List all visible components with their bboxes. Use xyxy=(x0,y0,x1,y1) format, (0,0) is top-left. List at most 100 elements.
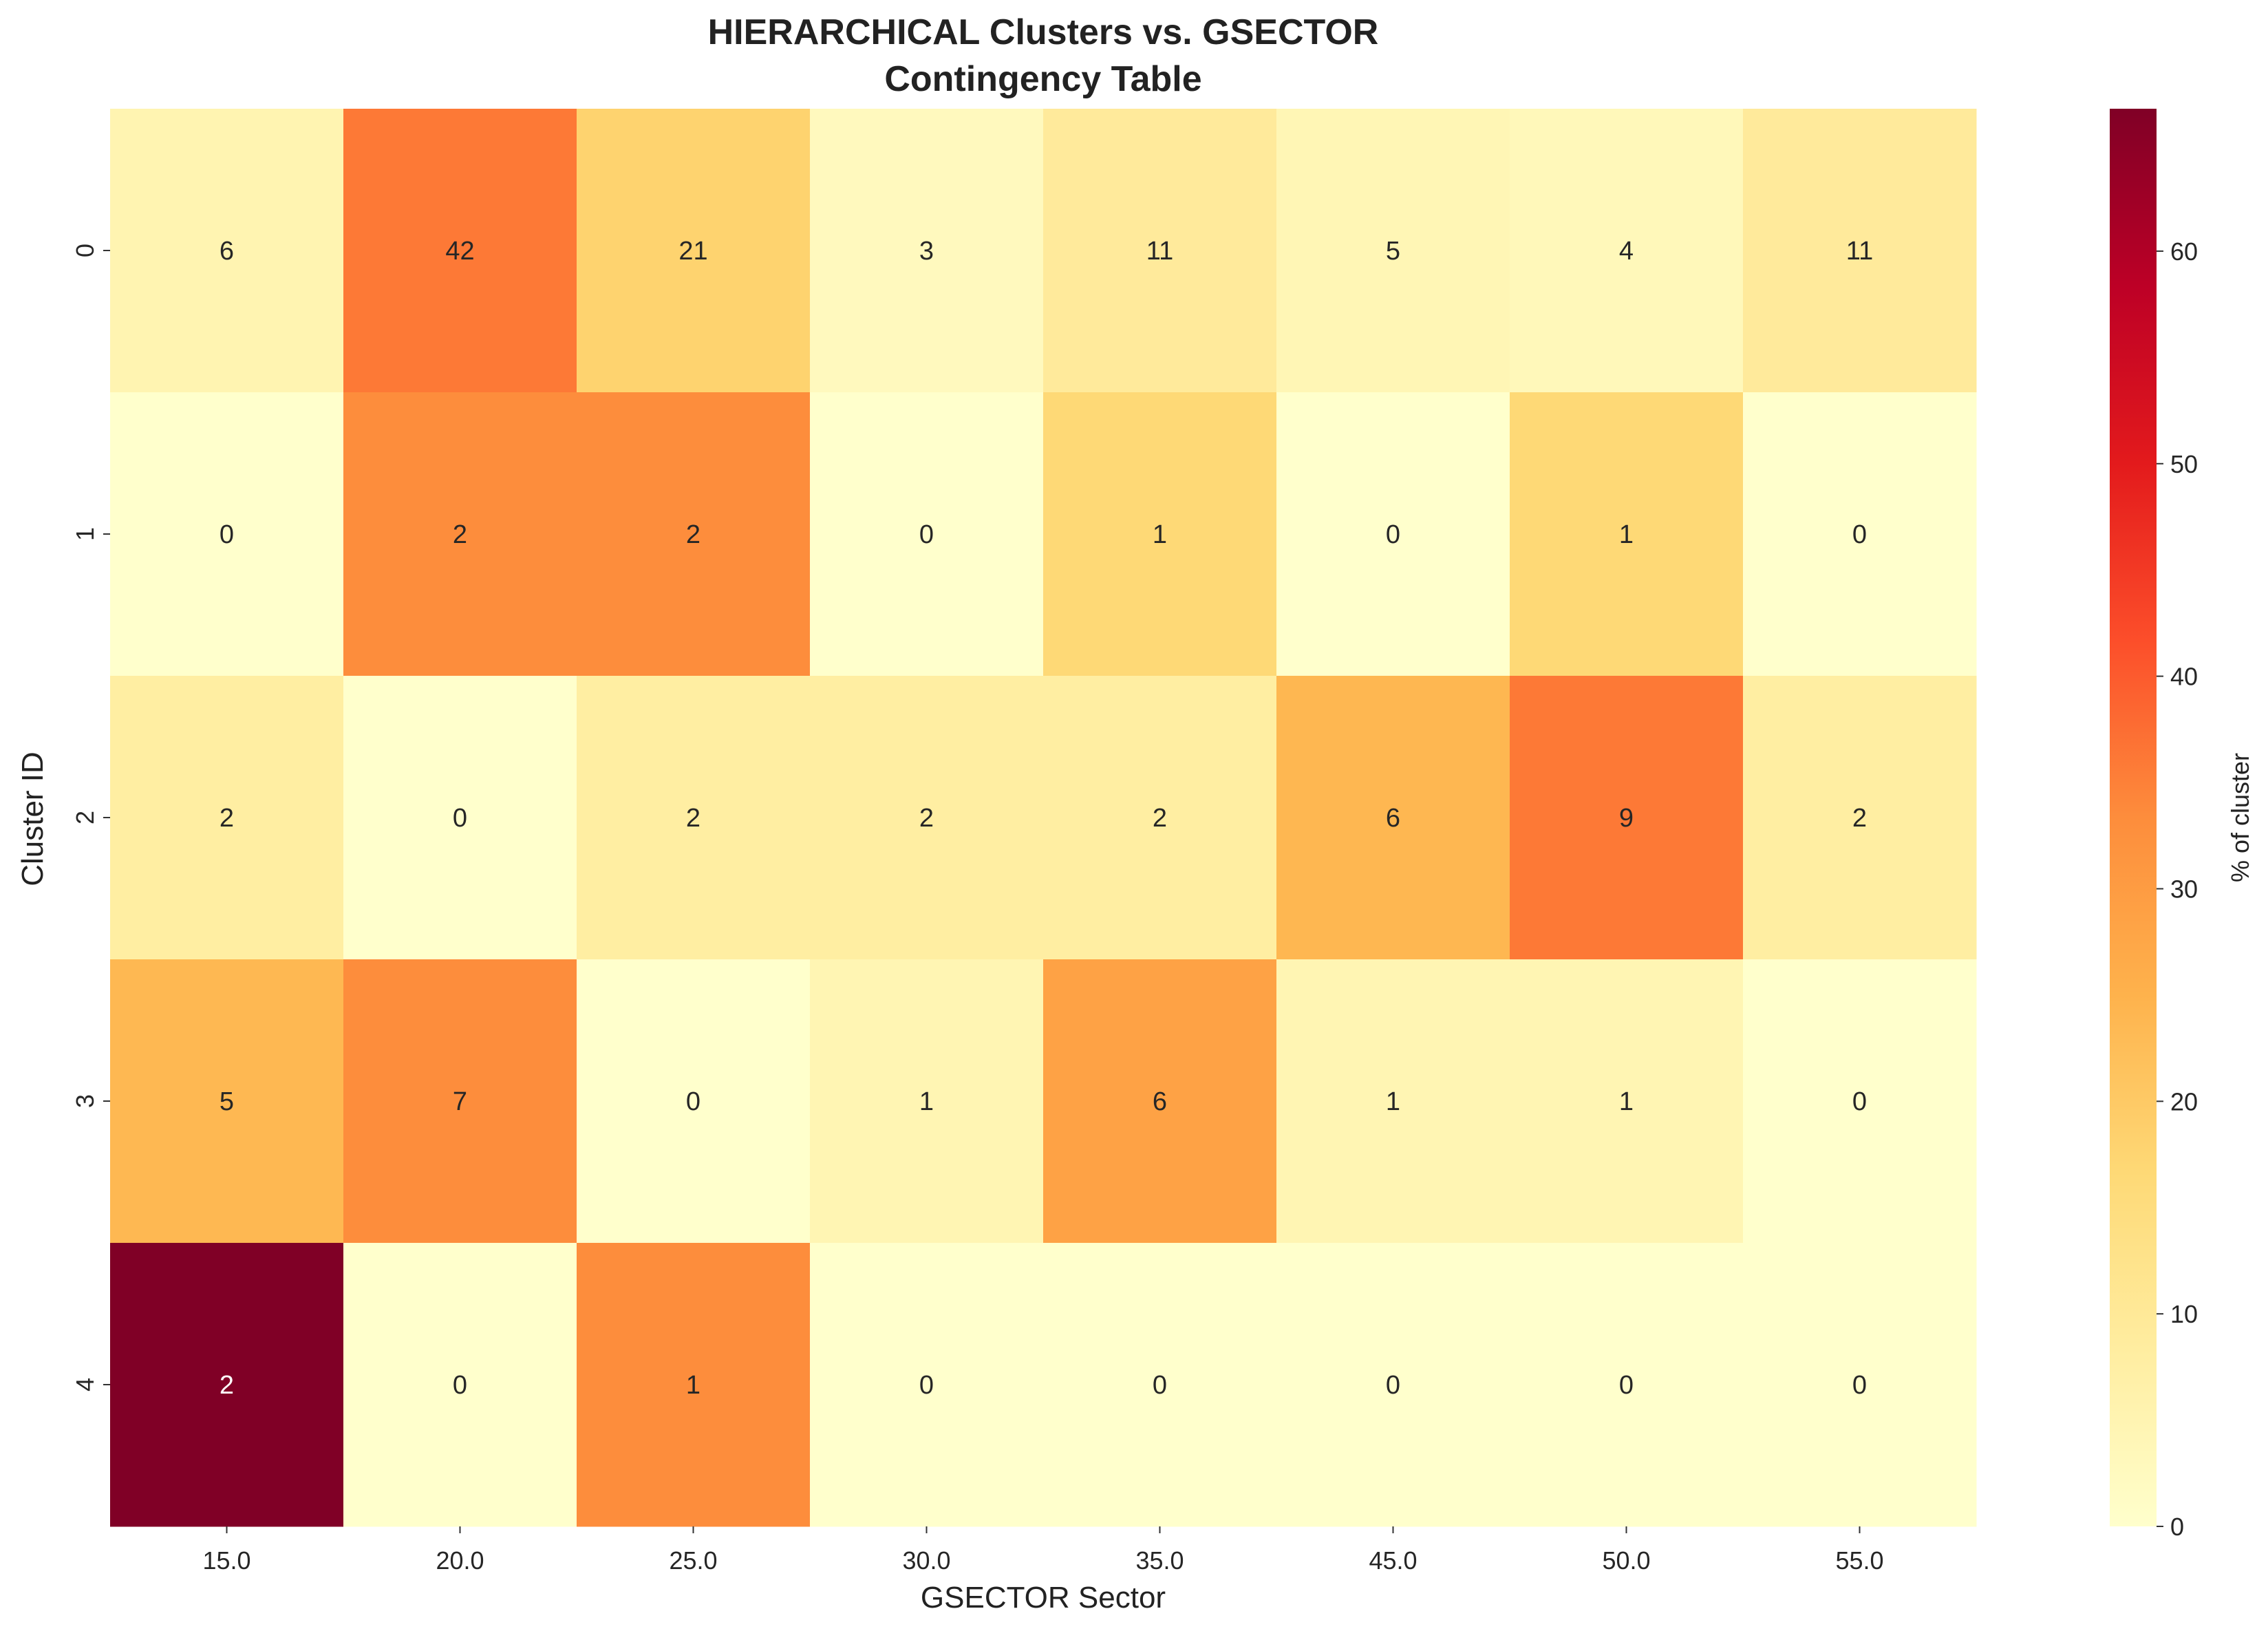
cell-annotation: 0 xyxy=(1153,1371,1167,1400)
y-tick-label: 2 xyxy=(71,811,99,824)
y-axis-ticks: 0 1 2 3 4 xyxy=(71,244,110,1392)
x-tick-label: 25.0 xyxy=(669,1546,717,1575)
heatmap-cell xyxy=(110,109,344,393)
heatmap-cell xyxy=(1510,959,1744,1244)
cell-annotation: 1 xyxy=(919,1087,934,1116)
heatmap-cell xyxy=(1510,1243,1744,1527)
heatmap-cell xyxy=(1743,109,1977,393)
heatmap-cell xyxy=(1276,1243,1510,1527)
cell-annotation: 2 xyxy=(220,804,234,833)
cell-annotation: 5 xyxy=(1386,237,1400,266)
heatmap-cells xyxy=(110,109,1977,1527)
cell-annotation: 0 xyxy=(1386,520,1400,549)
colorbar xyxy=(2110,109,2157,1526)
y-tick-label: 1 xyxy=(71,527,99,541)
heatmap-cell xyxy=(1743,959,1977,1244)
heatmap-cell xyxy=(577,392,811,676)
x-tick-label: 15.0 xyxy=(202,1546,250,1575)
heatmap-cell xyxy=(343,392,577,676)
cell-annotation: 2 xyxy=(919,804,934,833)
cell-annotation: 2 xyxy=(686,520,700,549)
cell-annotation: 0 xyxy=(1619,1371,1634,1400)
colorbar-ticks: 0 10 20 30 40 50 60 xyxy=(2157,237,2198,1541)
heatmap-cell xyxy=(1510,676,1744,960)
colorbar-tick-label: 40 xyxy=(2170,663,2198,691)
heatmap-cell xyxy=(1743,676,1977,960)
cell-annotation: 11 xyxy=(1146,237,1173,266)
x-tick-label: 45.0 xyxy=(1369,1546,1417,1575)
cell-annotation: 0 xyxy=(1852,520,1867,549)
heatmap-cell xyxy=(1743,392,1977,676)
x-tick-label: 35.0 xyxy=(1135,1546,1184,1575)
chart-subtitle: Contingency Table xyxy=(884,59,1201,99)
cell-annotation: 42 xyxy=(445,237,474,266)
cell-annotation: 0 xyxy=(1386,1371,1400,1400)
heatmap-cell xyxy=(1276,109,1510,393)
cell-annotation: 0 xyxy=(1852,1371,1867,1400)
cell-annotation: 5 xyxy=(220,1087,234,1116)
heatmap-cell xyxy=(110,959,344,1244)
cell-annotation: 11 xyxy=(1846,237,1873,266)
heatmap-cell xyxy=(1510,109,1744,393)
colorbar-tick-label: 0 xyxy=(2170,1513,2184,1541)
heatmap-cell xyxy=(810,109,1044,393)
heatmap-cell xyxy=(110,1243,344,1527)
x-tick-label: 20.0 xyxy=(436,1546,484,1575)
x-tick-label: 50.0 xyxy=(1602,1546,1650,1575)
cell-annotation: 2 xyxy=(686,804,700,833)
heatmap-cell xyxy=(1043,109,1277,393)
colorbar-label: % of cluster xyxy=(2226,753,2254,882)
heatmap-cell xyxy=(343,109,577,393)
cell-annotation: 0 xyxy=(686,1087,700,1116)
cell-annotation: 2 xyxy=(1153,804,1167,833)
heatmap-cell xyxy=(110,676,344,960)
colorbar-tick-label: 20 xyxy=(2170,1087,2198,1116)
y-axis-label: Cluster ID xyxy=(16,751,50,886)
cell-annotation: 3 xyxy=(919,237,934,266)
heatmap-cell xyxy=(577,109,811,393)
cell-annotation: 6 xyxy=(1153,1087,1167,1116)
heatmap-cell xyxy=(1276,959,1510,1244)
cell-annotation: 9 xyxy=(1619,804,1634,833)
cell-annotation: 1 xyxy=(1386,1087,1400,1116)
heatmap-cell xyxy=(1276,676,1510,960)
heatmap-cell xyxy=(810,392,1044,676)
x-tick-label: 55.0 xyxy=(1835,1546,1883,1575)
cell-annotation: 0 xyxy=(919,1371,934,1400)
cell-annotation: 1 xyxy=(686,1371,700,1400)
heatmap-cell xyxy=(1043,676,1277,960)
heatmap-cell xyxy=(810,1243,1044,1527)
colorbar-tick-label: 60 xyxy=(2170,237,2198,266)
colorbar-tick-label: 30 xyxy=(2170,875,2198,903)
chart-title: HIERARCHICAL Clusters vs. GSECTOR xyxy=(708,12,1379,52)
heatmap-cell xyxy=(810,959,1044,1244)
heatmap-cell xyxy=(810,676,1044,960)
colorbar-tick-label: 50 xyxy=(2170,450,2198,478)
y-tick-label: 3 xyxy=(71,1094,99,1108)
cell-annotation: 1 xyxy=(1153,520,1167,549)
heatmap-cell xyxy=(577,676,811,960)
heatmap-cell xyxy=(577,959,811,1244)
cell-annotation: 0 xyxy=(220,520,234,549)
y-tick-label: 4 xyxy=(71,1378,99,1392)
cell-annotation: 4 xyxy=(1619,237,1634,266)
x-axis-ticks: 15.0 20.0 25.0 30.0 35.0 45.0 50.0 55.0 xyxy=(202,1526,1884,1575)
cell-annotation: 6 xyxy=(1386,804,1400,833)
cell-annotation: 21 xyxy=(678,237,707,266)
heatmap-cell xyxy=(343,959,577,1244)
cell-annotation: 0 xyxy=(919,520,934,549)
heatmap-cell xyxy=(1510,392,1744,676)
colorbar-tick-label: 10 xyxy=(2170,1300,2198,1328)
heatmap-cell xyxy=(1043,392,1277,676)
cell-annotation: 2 xyxy=(1852,804,1867,833)
heatmap-cell xyxy=(343,1243,577,1527)
cell-annotation: 2 xyxy=(453,520,467,549)
cell-annotation: 6 xyxy=(220,237,234,266)
cell-annotations: 6 42 21 3 11 5 4 110 2 2 0 1 0 1 02 0 2 2 2 6 9 25 7 0 1 6 1 1 02 0 1 0… xyxy=(220,237,1873,1400)
heatmap-cell xyxy=(110,392,344,676)
heatmap-cell xyxy=(343,676,577,960)
cell-annotation: 0 xyxy=(453,804,467,833)
cell-annotation: 1 xyxy=(1619,520,1634,549)
heatmap-cell xyxy=(577,1243,811,1527)
